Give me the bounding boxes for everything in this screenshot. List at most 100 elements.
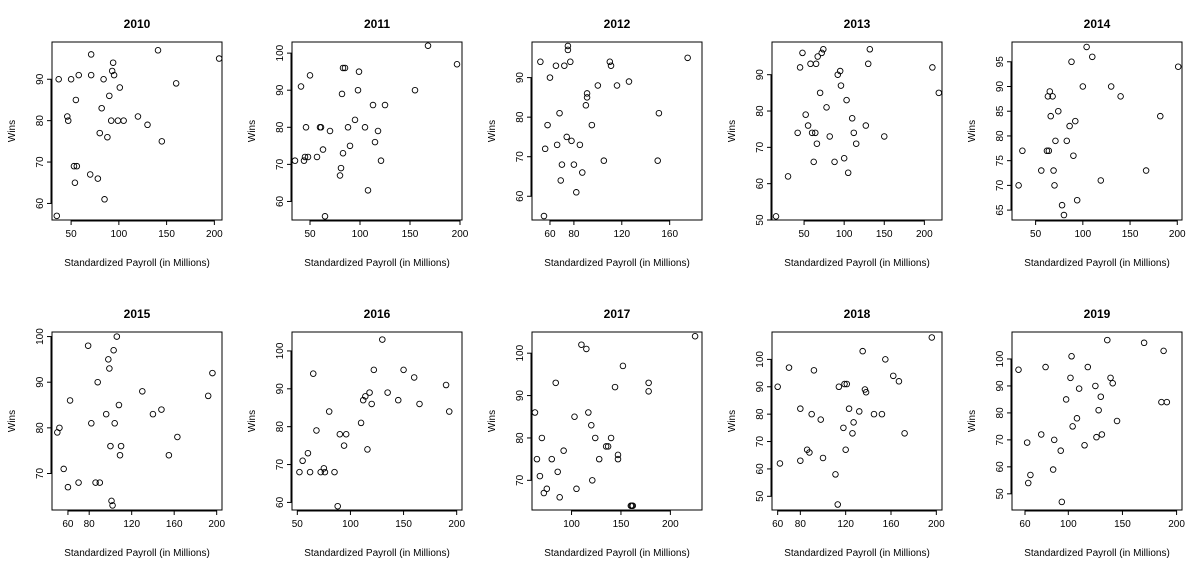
data-point <box>75 71 82 79</box>
data-point <box>840 154 848 162</box>
data-point <box>64 117 72 124</box>
data-point <box>351 116 359 124</box>
x-tick-label: 120 <box>837 519 854 530</box>
data-point <box>845 405 853 412</box>
data-point <box>339 64 347 72</box>
data-point <box>411 86 419 94</box>
x-tick-label: 200 <box>916 229 933 240</box>
data-point <box>1019 147 1026 155</box>
data-point <box>578 341 585 348</box>
data-point <box>296 468 303 476</box>
data-point <box>588 121 596 129</box>
y-tick-label: 70 <box>275 459 286 471</box>
data-point <box>1023 439 1031 446</box>
data-point <box>543 485 551 493</box>
x-axis-label: Standardized Payroll (in Millions) <box>544 258 690 269</box>
x-tick-label: 200 <box>452 229 469 240</box>
data-point <box>109 59 117 66</box>
chart-title: 2019 <box>1084 307 1111 321</box>
data-point <box>1140 339 1148 347</box>
data-point <box>66 397 74 404</box>
data-point <box>835 383 843 391</box>
y-tick-label: 90 <box>995 380 1006 392</box>
plot-frame <box>51 41 223 221</box>
data-point <box>306 468 314 476</box>
data-point <box>1081 442 1088 449</box>
data-point <box>1157 112 1164 120</box>
data-point <box>1024 479 1032 487</box>
data-point <box>326 127 334 135</box>
data-point <box>808 410 815 418</box>
y-tick-label: 90 <box>35 73 46 85</box>
chart-panel: 2010 50 100 150 200 60 70 80 90 Standardized Payr… <box>7 17 223 269</box>
data-point <box>306 72 314 79</box>
data-point <box>834 501 841 508</box>
data-point <box>116 451 124 459</box>
data-point <box>691 332 699 340</box>
x-tick-label: 100 <box>563 519 580 530</box>
data-point <box>299 457 306 465</box>
y-tick-label: 80 <box>275 121 286 133</box>
data-point <box>1015 366 1022 374</box>
data-point <box>313 153 321 161</box>
x-tick-label: 50 <box>292 519 304 530</box>
data-point <box>810 367 818 374</box>
data-point <box>108 497 115 505</box>
data-point <box>1095 406 1102 414</box>
data-point <box>573 189 580 196</box>
x-tick-label: 150 <box>395 519 412 530</box>
data-point <box>101 196 108 203</box>
y-tick-label: 60 <box>995 461 1006 473</box>
data-point <box>104 133 111 141</box>
x-axis-label: Standardized Payroll (in Millions) <box>784 548 930 559</box>
plot-frame <box>291 331 463 511</box>
data-point <box>554 468 561 476</box>
data-point <box>108 67 116 75</box>
chart-title: 2018 <box>844 307 871 321</box>
data-point <box>842 446 849 454</box>
data-point <box>1109 379 1116 387</box>
data-point <box>368 400 375 408</box>
data-point <box>843 380 851 388</box>
y-tick-label: 100 <box>275 44 286 61</box>
data-point <box>1068 353 1075 360</box>
x-tick-label: 200 <box>1168 519 1185 530</box>
data-point <box>645 379 652 387</box>
data-point <box>1058 201 1066 209</box>
chart-title: 2011 <box>364 17 390 31</box>
data-point <box>843 96 850 104</box>
data-point <box>806 449 813 456</box>
data-point <box>1068 58 1075 66</box>
data-point <box>1069 423 1076 430</box>
data-point <box>64 483 72 491</box>
x-axis-label: Standardized Payroll (in Millions) <box>544 548 690 559</box>
x-tick-label: 50 <box>799 229 811 240</box>
data-point <box>1073 196 1081 204</box>
data-point <box>158 138 166 145</box>
data-point <box>823 104 830 111</box>
chart-title: 2017 <box>604 307 631 321</box>
data-point <box>106 365 113 372</box>
data-point <box>558 161 566 168</box>
data-point <box>117 442 125 450</box>
y-tick-label: 80 <box>35 422 46 434</box>
x-axis-label: Standardized Payroll (in Millions) <box>784 258 930 269</box>
data-point <box>812 129 819 137</box>
data-point <box>546 74 554 81</box>
y-tick-label: 50 <box>755 490 766 502</box>
data-point <box>362 393 369 400</box>
y-axis-label: Wins <box>247 120 258 142</box>
data-point <box>344 124 352 131</box>
data-point <box>1073 415 1081 422</box>
x-tick-label: 80 <box>84 519 96 530</box>
data-point <box>341 64 349 72</box>
data-point <box>1107 83 1115 90</box>
data-point <box>88 420 95 427</box>
data-point <box>614 455 622 463</box>
data-point <box>1052 137 1059 145</box>
data-point <box>684 54 691 62</box>
chart-title: 2015 <box>124 307 151 321</box>
data-point <box>1117 93 1124 100</box>
data-point <box>820 46 827 53</box>
